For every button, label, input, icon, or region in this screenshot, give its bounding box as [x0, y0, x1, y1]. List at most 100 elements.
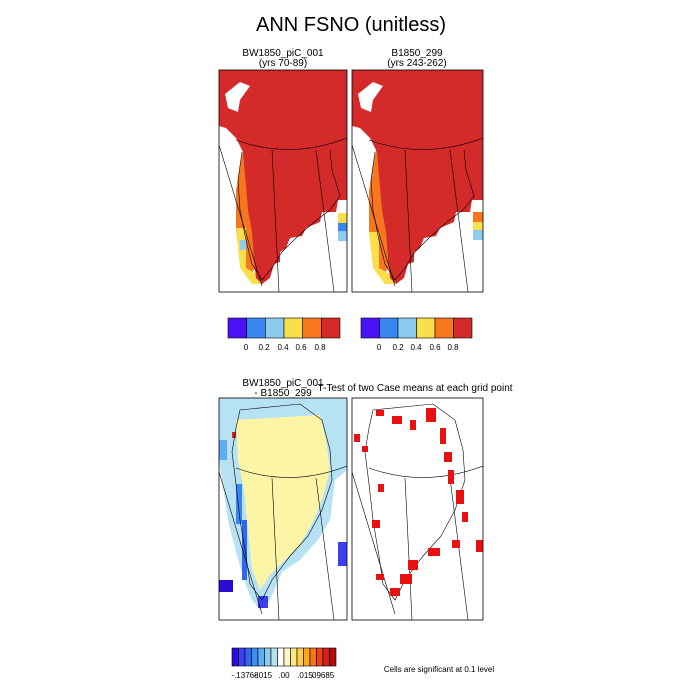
- panel3-west-blue-1: [236, 484, 242, 524]
- colorbar-tick-label: 0.2: [258, 343, 270, 352]
- colorbar-swatch: [270, 647, 278, 667]
- figure-title: ANN FSNO (unitless): [256, 14, 446, 36]
- panel1-title-line1: BW1850_piC_001: [242, 48, 324, 59]
- panel1-meridian-3: [315, 149, 335, 292]
- sig-cell: [362, 446, 368, 452]
- panel2-ice-sheet: [352, 70, 483, 284]
- colorbar-swatch: [283, 647, 291, 667]
- sig-cell: [440, 428, 446, 444]
- sig-cell: [462, 512, 468, 522]
- panel3-east-dark: [338, 542, 347, 566]
- colorbar-swatch: [283, 317, 303, 339]
- sig-cell: [354, 434, 360, 442]
- panel3-title-line1: BW1850_piC_001: [242, 378, 324, 389]
- colorbar-tick-label: 0.6: [295, 343, 307, 352]
- sig-cell: [408, 560, 418, 570]
- panel4-meridian-2: [404, 477, 413, 620]
- panel2-nw-notch: [358, 82, 383, 112]
- panel3-west-blue-2: [242, 520, 247, 580]
- colorbar-swatch: [329, 647, 337, 667]
- panel4-parallel: [368, 465, 483, 478]
- panel3-frame: [218, 397, 348, 621]
- panel1-nw-notch: [225, 82, 250, 112]
- sig-cell: [428, 548, 440, 556]
- colorbar-tick-label: 0.8: [314, 343, 326, 352]
- colorbar-tick-label: 0: [377, 343, 382, 352]
- colorbar-tick-label: 0.4: [410, 343, 422, 352]
- colorbar-swatch: [227, 317, 247, 339]
- panel1-meridian-1: [219, 144, 263, 287]
- panel1-frame: [218, 69, 348, 293]
- panel1-meridian-2: [271, 149, 280, 292]
- colorbar-swatch: [296, 647, 304, 667]
- colorbar-swatch: [257, 647, 265, 667]
- colorbar-swatch: [303, 647, 311, 667]
- colorbar-swatch: [397, 317, 417, 339]
- panel3-coastline: [231, 403, 333, 601]
- colorbar-tick-label: 0.8: [447, 343, 459, 352]
- panel2-coastline: [370, 149, 475, 281]
- panel4-frame: [351, 397, 484, 621]
- difference-colorbar: -.13768-.015 .00 .015.09685: [231, 647, 337, 680]
- colorbar-swatch: [246, 317, 266, 339]
- sig-cell: [448, 470, 454, 484]
- panel1-ice-sheet: [219, 70, 347, 284]
- panel1-east-patch-blue: [338, 223, 347, 231]
- panel2-parallel: [368, 137, 483, 150]
- panel3-title-line2: - B1850_299: [254, 388, 312, 399]
- colorbar-swatch: [265, 317, 285, 339]
- panel1-margin-lightblue: [240, 240, 246, 250]
- panel1-map: [219, 70, 347, 292]
- panel3-map: [219, 398, 347, 620]
- panel3-meridian-2: [271, 477, 280, 620]
- panel2-frame: [351, 69, 484, 293]
- colorbar-swatch: [238, 647, 246, 667]
- colorbar-swatch: [231, 647, 239, 667]
- colorbar-swatch: [416, 317, 436, 339]
- case1-colorbar: 0 0.2 0.4 0.6 0.8: [227, 317, 341, 352]
- colorbar-tick-label: .015: [297, 671, 313, 680]
- panel1-title-line2: (yrs 70-89): [259, 58, 307, 69]
- panel4-title: T-Test of two Case means at each grid po…: [317, 383, 512, 394]
- panel2-title-line2: (yrs 243-262): [387, 58, 446, 69]
- colorbar-swatch: [277, 647, 285, 667]
- panel2-meridian-1: [352, 144, 396, 287]
- panel2-margin-yellow: [369, 232, 395, 284]
- sig-cell: [372, 520, 380, 528]
- panel1-parallel: [235, 137, 347, 150]
- panel2-meridian-2: [404, 149, 413, 292]
- significance-note: Cells are significant at 0.1 level: [384, 665, 495, 674]
- panel3-parallel: [235, 465, 347, 478]
- colorbar-swatch: [316, 647, 324, 667]
- panel4-map: [352, 403, 483, 620]
- panel3-interior: [236, 415, 330, 590]
- sig-cell: [400, 574, 412, 584]
- colorbar-swatch: [302, 317, 322, 339]
- panel4-meridian-3: [449, 477, 469, 620]
- colorbar-swatch: [251, 647, 259, 667]
- panel2-title-line1: B1850_299: [391, 48, 443, 59]
- colorbar-tick-label: .09685: [310, 671, 335, 680]
- colorbar-tick-label: -.015: [254, 671, 273, 680]
- sig-cell: [452, 540, 460, 548]
- sig-cell: [456, 490, 464, 504]
- colorbar-swatch: [244, 647, 252, 667]
- panel4-coastline: [364, 403, 466, 601]
- case2-colorbar: 0 0.2 0.4 0.6 0.8: [360, 317, 473, 352]
- colorbar-swatch: [321, 317, 341, 339]
- panel3-meridian-3: [315, 477, 335, 620]
- panel2-east-patch-yellow: [473, 222, 483, 230]
- panel4-significant-cells: [354, 408, 483, 596]
- colorbar-swatch: [434, 317, 454, 339]
- colorbar-tick-label: -.13768: [231, 671, 259, 680]
- colorbar-tick-label: 0.4: [277, 343, 289, 352]
- sig-cell: [392, 416, 402, 424]
- colorbar-swatch: [264, 647, 272, 667]
- panel2-meridian-3: [449, 149, 469, 292]
- sig-cell: [410, 420, 416, 430]
- colorbar-tick-label: 0.2: [392, 343, 404, 352]
- panel3-west-dark-1: [219, 580, 233, 592]
- sig-cell: [476, 540, 483, 552]
- sig-cell: [376, 410, 384, 416]
